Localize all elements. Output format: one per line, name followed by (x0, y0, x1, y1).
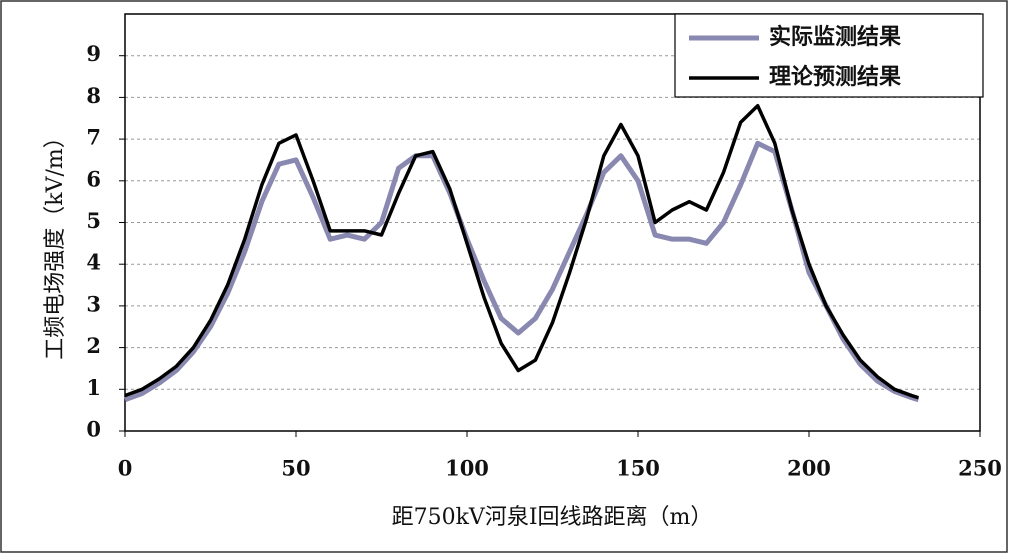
y-tick-label: 7 (86, 125, 101, 150)
y-tick-label: 2 (86, 333, 101, 358)
x-tick-label: 250 (958, 456, 1002, 481)
y-tick-label: 4 (86, 250, 101, 275)
y-tick-label: 1 (86, 375, 101, 400)
legend-label: 理论预测结果 (769, 64, 901, 90)
x-tick-label: 100 (445, 456, 489, 481)
plot-frame (124, 13, 981, 432)
x-tick-label: 50 (281, 456, 310, 481)
x-tick-label: 150 (616, 456, 660, 481)
y-tick-label: 6 (86, 166, 101, 191)
y-tick-label: 3 (86, 291, 101, 316)
legend-label: 实际监测结果 (769, 24, 901, 50)
series-line (124, 140, 920, 403)
legend-box (674, 13, 984, 98)
x-tick-label: 0 (118, 456, 133, 481)
y-axis-label: 工频电场强度（kV/m） (43, 126, 68, 360)
y-tick-label: 0 (86, 417, 101, 442)
x-axis-label: 距750kV河泉I回线路距离（m） (392, 505, 713, 530)
x-tick-label: 200 (787, 456, 831, 481)
series-line (124, 103, 919, 400)
y-tick-label: 5 (86, 208, 101, 233)
y-tick-label: 9 (86, 41, 101, 66)
y-tick-label: 8 (86, 83, 101, 108)
